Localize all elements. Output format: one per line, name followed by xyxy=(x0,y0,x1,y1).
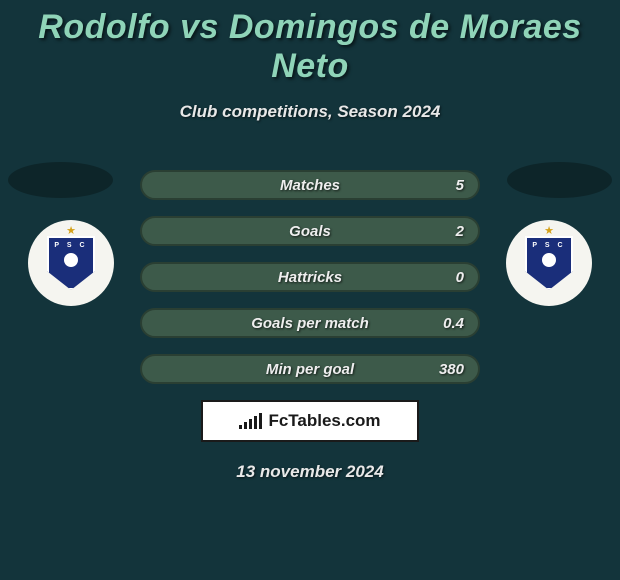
badge-circle: ★ P S C xyxy=(28,220,114,306)
stat-bar: Min per goal 380 xyxy=(140,354,480,384)
stat-label: Min per goal xyxy=(266,361,354,378)
stat-bar: Hattricks 0 xyxy=(140,262,480,292)
star-icon: ★ xyxy=(544,224,554,237)
team-badge-left: ★ P S C xyxy=(28,220,114,306)
stat-value-right: 0 xyxy=(456,269,464,286)
stat-value-right: 380 xyxy=(439,361,464,378)
logo-bar-segment xyxy=(244,422,247,429)
stat-label: Goals xyxy=(289,223,331,240)
pedestal-left xyxy=(8,162,113,198)
logo-box: FcTables.com xyxy=(201,400,419,442)
logo-bar-segment xyxy=(239,425,242,429)
ball-icon xyxy=(542,253,556,267)
stat-bar: Goals 2 xyxy=(140,216,480,246)
logo-bar-segment xyxy=(254,416,257,429)
stat-bar: Matches 5 xyxy=(140,170,480,200)
stats-container: Matches 5 Goals 2 Hattricks 0 Goals per match 0… xyxy=(140,170,480,400)
shield-icon: P S C xyxy=(47,236,95,290)
shield-initials: P S C xyxy=(54,242,87,249)
subtitle: Club competitions, Season 2024 xyxy=(0,102,620,122)
date-text: 13 november 2024 xyxy=(0,462,620,482)
ball-icon xyxy=(64,253,78,267)
comparison-title: Rodolfo vs Domingos de Moraes Neto xyxy=(0,0,620,86)
logo-text: FcTables.com xyxy=(268,411,380,431)
logo-bar-segment xyxy=(259,413,262,429)
shield-initials: P S C xyxy=(532,242,565,249)
stat-label: Goals per match xyxy=(251,315,369,332)
stat-bar: Goals per match 0.4 xyxy=(140,308,480,338)
stat-value-right: 5 xyxy=(456,177,464,194)
stat-label: Matches xyxy=(280,177,340,194)
main-panel: ★ P S C ★ P S C Matches 5 Goals 2 Hattricks 0… xyxy=(0,162,620,382)
stat-label: Hattricks xyxy=(278,269,342,286)
team-badge-right: ★ P S C xyxy=(506,220,592,306)
logo-bar-segment xyxy=(249,419,252,429)
badge-circle: ★ P S C xyxy=(506,220,592,306)
shield-icon: P S C xyxy=(525,236,573,290)
star-icon: ★ xyxy=(66,224,76,237)
barchart-icon xyxy=(239,413,262,429)
stat-value-right: 0.4 xyxy=(443,315,464,332)
pedestal-right xyxy=(507,162,612,198)
stat-value-right: 2 xyxy=(456,223,464,240)
